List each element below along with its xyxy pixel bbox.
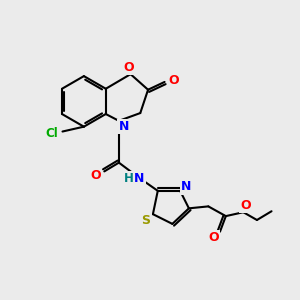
Text: O: O xyxy=(168,74,178,86)
Text: O: O xyxy=(240,199,250,212)
Text: N: N xyxy=(134,172,145,185)
Text: O: O xyxy=(123,61,134,74)
Text: H: H xyxy=(124,172,134,185)
Text: N: N xyxy=(181,180,191,194)
Text: Cl: Cl xyxy=(45,127,58,140)
Text: O: O xyxy=(208,231,218,244)
Text: O: O xyxy=(90,169,101,182)
Text: S: S xyxy=(142,214,151,226)
Text: N: N xyxy=(118,120,129,133)
